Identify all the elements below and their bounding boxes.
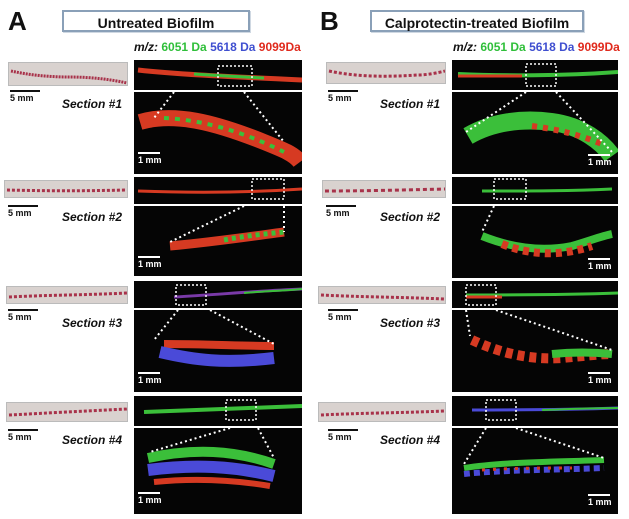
mz-prefix: m/z:	[453, 40, 477, 54]
a-section-3-strip-scale: 5 mm	[8, 309, 38, 322]
mz-prefix: m/z:	[134, 40, 158, 54]
a-section-2-overview-image	[134, 177, 302, 204]
mz-9099-label: 9099Da	[577, 40, 620, 54]
mz-5618-label: 5618 Da	[529, 40, 575, 54]
b-section-2-label: Section #2	[380, 210, 441, 224]
a-section-4-label: Section #4	[62, 433, 123, 447]
a-section-3-optical-strip	[6, 286, 128, 304]
a-section-3-overview-image	[134, 281, 302, 308]
panel-b-mz-legend: m/z: 6051 Da 5618 Da 9099Da	[453, 40, 620, 54]
b-section-1-zoom-image: 1 mm	[452, 92, 618, 174]
panel-a-mz-legend: m/z: 6051 Da 5618 Da 9099Da	[134, 40, 301, 54]
a-section-3-zoom-scale: 1 mm	[138, 372, 162, 385]
panel-b-title: Calprotectin-treated Biofilm	[370, 10, 584, 32]
b-section-4-label: Section #4	[380, 433, 441, 447]
b-section-4-zoom-scale: 1 mm	[588, 494, 612, 507]
a-section-2-label: Section #2	[62, 210, 123, 224]
b-section-3-optical-strip	[318, 286, 446, 304]
a-section-3-label: Section #3	[62, 316, 123, 330]
a-section-2-optical-strip	[4, 180, 128, 198]
mz-5618-label: 5618 Da	[210, 40, 256, 54]
a-section-4-strip-scale: 5 mm	[8, 429, 38, 442]
a-section-2-strip-scale: 5 mm	[8, 205, 38, 218]
a-section-1-label: Section #1	[62, 97, 123, 111]
b-section-4-strip-scale: 5 mm	[328, 429, 358, 442]
b-section-2-optical-strip	[322, 180, 446, 198]
b-section-4-optical-strip	[318, 402, 446, 422]
b-section-1-zoom-scale: 1 mm	[588, 154, 612, 167]
b-section-2-zoom-image: 1 mm	[452, 206, 618, 278]
b-section-2-zoom-scale: 1 mm	[588, 258, 612, 271]
b-section-1-strip-scale: 5 mm	[328, 90, 358, 103]
panel-a-title: Untreated Biofilm	[62, 10, 250, 32]
panel-b-letter: B	[320, 6, 339, 36]
b-section-1-optical-strip	[326, 62, 446, 84]
mz-9099-label: 9099Da	[258, 40, 301, 54]
b-section-3-zoom-scale: 1 mm	[588, 372, 612, 385]
b-section-3-overview-image	[452, 281, 618, 308]
b-section-3-zoom-image: 1 mm	[452, 310, 618, 392]
a-section-1-zoom-scale: 1 mm	[138, 152, 162, 165]
a-section-4-overview-image	[134, 396, 302, 426]
b-section-4-overview-image	[452, 396, 618, 426]
a-section-4-optical-strip	[6, 402, 128, 422]
a-section-1-overview-image	[134, 60, 302, 90]
a-section-4-zoom-image: 1 mm	[134, 428, 302, 514]
a-section-2-zoom-scale: 1 mm	[138, 256, 162, 269]
b-section-3-label: Section #3	[380, 316, 441, 330]
b-section-1-label: Section #1	[380, 97, 441, 111]
a-section-1-strip-scale: 5 mm	[10, 90, 40, 103]
a-section-1-zoom-image: 1 mm	[134, 92, 302, 174]
b-section-1-overview-image	[452, 60, 618, 90]
panel-a-letter: A	[8, 6, 27, 36]
a-section-3-zoom-image: 1 mm	[134, 310, 302, 392]
mz-6051-label: 6051 Da	[480, 40, 526, 54]
b-section-2-strip-scale: 5 mm	[326, 205, 356, 218]
b-section-3-strip-scale: 5 mm	[328, 309, 358, 322]
a-section-2-zoom-image: 1 mm	[134, 206, 302, 276]
a-section-1-optical-strip	[8, 62, 128, 86]
b-section-2-overview-image	[452, 177, 618, 204]
mz-6051-label: 6051 Da	[161, 40, 207, 54]
a-section-4-zoom-scale: 1 mm	[138, 492, 162, 505]
b-section-4-zoom-image: 1 mm	[452, 428, 618, 514]
